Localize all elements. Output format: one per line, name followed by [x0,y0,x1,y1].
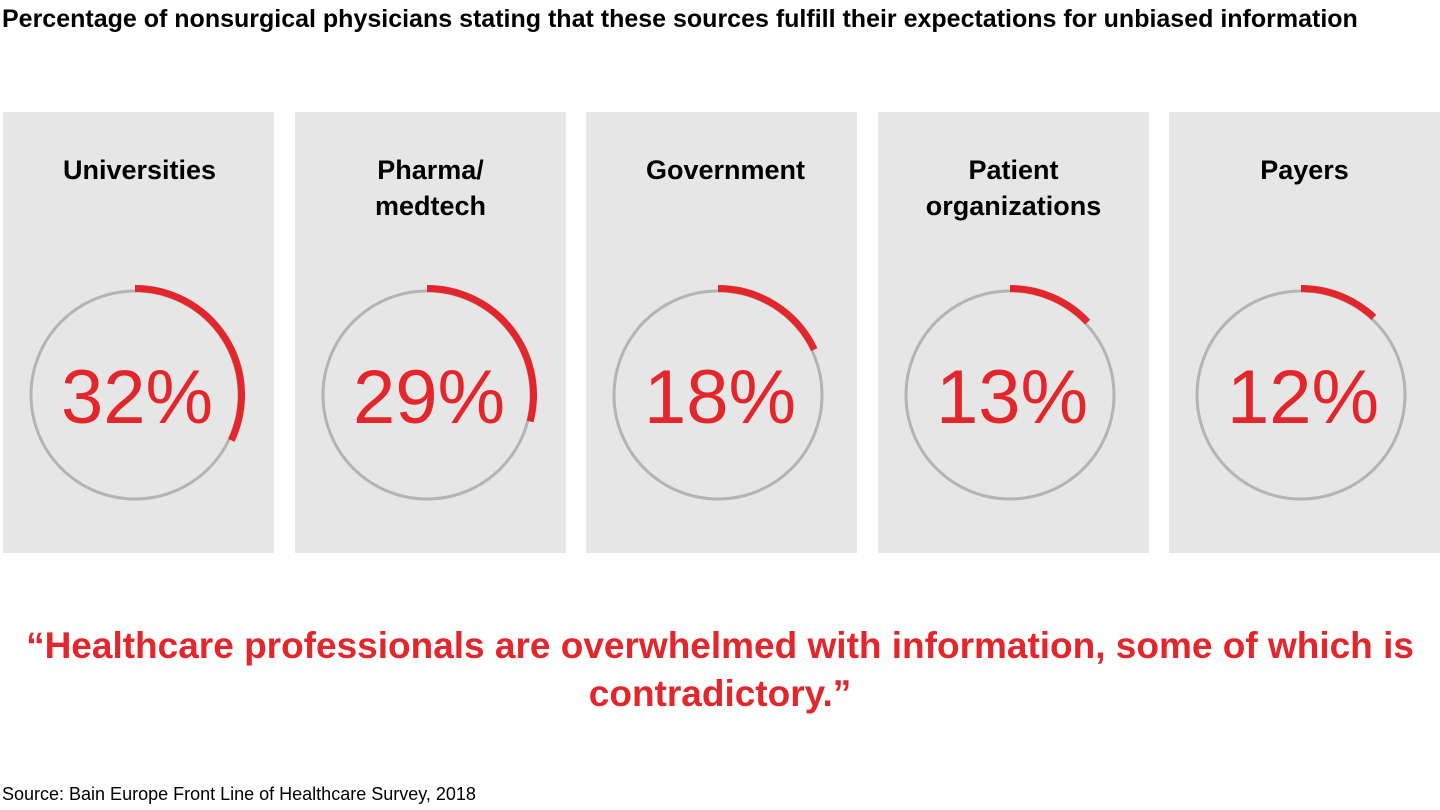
value-label: 29% [353,355,505,440]
gauge-panel: Universities 32% [3,112,274,553]
gauge: 18% [612,285,824,501]
gauge-value-arc [1009,285,1091,325]
category-label: Government [646,155,806,185]
gauge-value-arc [426,285,537,423]
gauge-panel: Patient organizations 13% [878,112,1149,553]
value-label: 13% [936,355,1088,440]
value-label: 18% [644,355,796,440]
gauge-value-arc [134,285,245,442]
gauge: 13% [904,285,1116,501]
chart-title: Percentage of nonsurgical physicians sta… [2,5,1358,33]
category-label: Patient organizations [925,155,1102,221]
gauge: 29% [321,285,537,501]
category-label: Payers [1260,155,1349,185]
value-label: 12% [1227,355,1379,440]
gauge: 32% [29,285,245,501]
gauge: 12% [1195,285,1407,501]
gauge-value-arc [717,285,818,352]
gauge-value-arc [1300,285,1377,320]
value-label: 32% [61,355,213,440]
quote: “Healthcare professionals are overwhelme… [26,625,1414,714]
source-note: Source: Bain Europe Front Line of Health… [2,784,476,804]
category-label: Pharma/ medtech [374,155,487,221]
gauge-panel: Pharma/ medtech 29% [295,112,566,553]
gauge-panel: Government 18% [586,112,857,553]
category-label: Universities [63,155,217,185]
gauge-panel: Payers 12% [1169,112,1440,553]
